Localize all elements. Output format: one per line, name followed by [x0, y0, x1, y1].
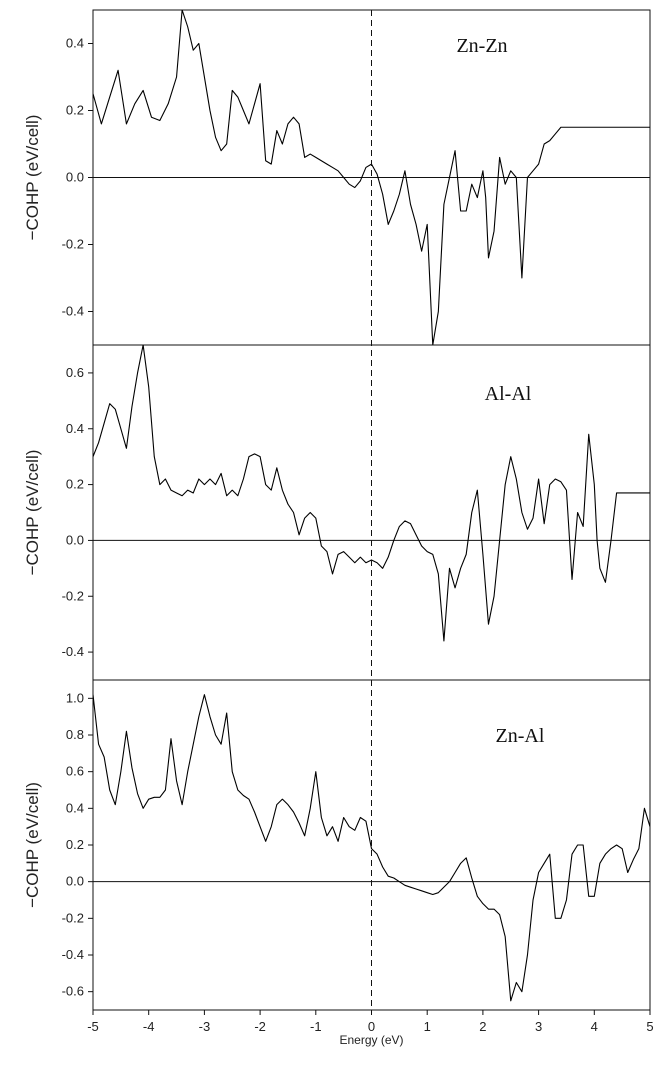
y-tick-label: 0.0 — [66, 874, 84, 889]
x-tick-label: -4 — [143, 1019, 155, 1034]
panel-label: Zn-Zn — [456, 35, 507, 57]
y-tick-label: 0.0 — [66, 532, 84, 547]
y-tick-label: -0.2 — [62, 910, 84, 925]
x-tick-label: -5 — [87, 1019, 99, 1034]
y-tick-label: 0.2 — [66, 103, 84, 118]
y-tick-label: 0.2 — [66, 477, 84, 492]
y-tick-label: 0.0 — [66, 170, 84, 185]
cohp-curve — [93, 694, 650, 1002]
y-tick-label: 0.6 — [66, 365, 84, 380]
y-tick-label: -0.2 — [62, 588, 84, 603]
panel-2: 0.6 0.4 0.2 0.0 -0.2 -0.4 −COHP (eV/cell) Al-Al — [23, 344, 651, 681]
y-axis-title: −COHP (eV/cell) — [23, 115, 42, 241]
y-tick-label: 0.8 — [66, 727, 84, 742]
y-tick-label: 0.4 — [66, 421, 84, 436]
x-tick-label: 3 — [535, 1019, 542, 1034]
cohp-curve — [93, 345, 650, 642]
y-tick-label: 0.4 — [66, 800, 84, 815]
y-tick-label: 0.6 — [66, 764, 84, 779]
panel-label: Al-Al — [485, 383, 532, 405]
x-tick-label: -3 — [199, 1019, 211, 1034]
panels-group: 0.4 0.2 0.0 -0.2 -0.4 −COHP (eV/cell) Zn-Zn 0.6… — [23, 9, 651, 1011]
x-axis-ticks: -5 -4 -3 -2 -1 0 1 2 3 4 5 — [87, 1010, 654, 1034]
y-tick-label: -0.4 — [62, 304, 84, 319]
y-tick-label: -0.6 — [62, 984, 84, 999]
x-tick-label: 0 — [368, 1019, 375, 1034]
y-axis-title: −COHP (eV/cell) — [23, 782, 42, 908]
x-tick-label: 4 — [591, 1019, 598, 1034]
y-tick-label: 1.0 — [66, 690, 84, 705]
y-tick-label: -0.4 — [62, 644, 84, 659]
panel-1: 0.4 0.2 0.0 -0.2 -0.4 −COHP (eV/cell) Zn-Zn — [23, 9, 651, 346]
x-tick-label: -2 — [254, 1019, 266, 1034]
x-tick-label: 1 — [424, 1019, 431, 1034]
y-tick-label: 0.4 — [66, 36, 84, 51]
x-tick-label: 5 — [646, 1019, 653, 1034]
panel-label: Zn-Al — [496, 725, 545, 747]
x-tick-label: -1 — [310, 1019, 322, 1034]
y-tick-label: -0.2 — [62, 237, 84, 252]
x-axis-title: Energy (eV) — [339, 1033, 403, 1047]
y-tick-label: 0.2 — [66, 837, 84, 852]
y-axis-title: −COHP (eV/cell) — [23, 450, 42, 576]
y-tick-label: -0.4 — [62, 947, 84, 962]
x-tick-label: 2 — [479, 1019, 486, 1034]
panel-3: 1.0 0.8 0.6 0.4 0.2 0.0 -0.2 -0.4 -0.6 −COHP (eV/… — [23, 679, 651, 1011]
cohp-curve — [93, 10, 650, 345]
